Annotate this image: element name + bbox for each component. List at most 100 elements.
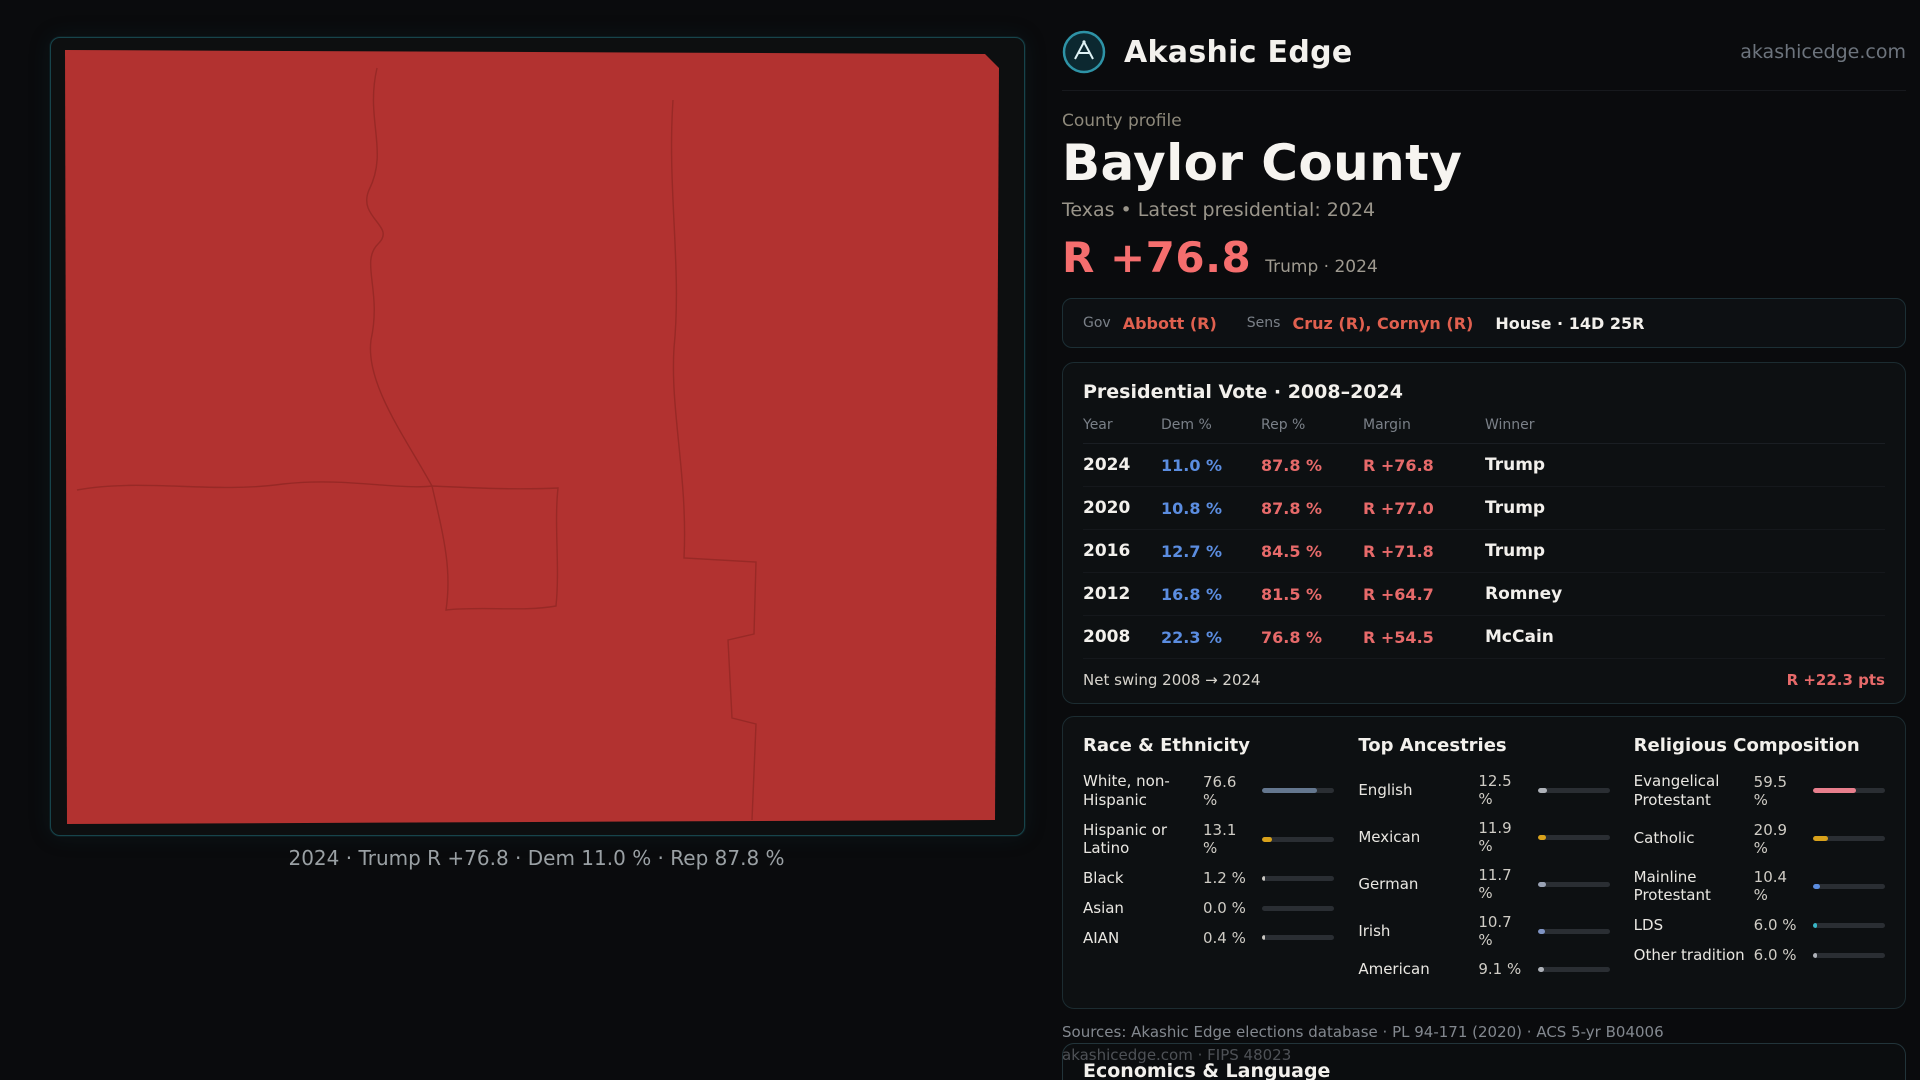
demo-row: American 9.1 % — [1358, 960, 1610, 979]
margin-cell: R +76.8 — [1363, 455, 1434, 475]
margin-cell: R +54.5 — [1363, 627, 1434, 647]
mini-bar — [1262, 788, 1335, 794]
mini-bar — [1262, 935, 1335, 941]
demo-label: Evangelical Protestant — [1633, 772, 1720, 809]
margin-note: Trump · 2024 — [1265, 257, 1378, 277]
akashic-edge-logo[interactable] — [1062, 30, 1106, 74]
demo-label: AIAN — [1083, 928, 1120, 947]
demo-label: LDS — [1633, 916, 1664, 934]
col-header-year: Year — [1083, 417, 1113, 433]
sources-line-1: Sources: Akashic Edge elections database… — [1062, 1022, 1664, 1041]
house-delegation: House · 14D 25R — [1495, 313, 1645, 333]
demo-value: 6.0 % — [1753, 916, 1797, 935]
dem-cell: 11.0 % — [1161, 455, 1223, 475]
county-map[interactable] — [51, 38, 1024, 835]
mini-bar — [1812, 836, 1885, 841]
rep-cell: 81.5 % — [1261, 584, 1323, 604]
demo-label: American — [1358, 960, 1430, 978]
religion-column: Religious Composition Evangelical Protes… — [1634, 735, 1885, 990]
mini-bar — [1537, 966, 1610, 972]
race-column: Race & Ethnicity White, non-Hispanic 76.… — [1083, 735, 1335, 990]
gov-value: Abbott (R) — [1122, 313, 1217, 333]
county-map-panel[interactable] — [50, 37, 1025, 836]
pres-row: 2024 11.0 % 87.8 % R +76.8 Trump — [1083, 444, 1885, 487]
year-cell: 2012 — [1083, 584, 1131, 604]
page-title: Baylor County — [1062, 134, 1463, 192]
demo-row: Asian 0.0 % — [1083, 898, 1335, 918]
winner-cell: McCain — [1485, 627, 1554, 647]
demo-row: Mainline Protestant 10.4 % — [1634, 868, 1885, 906]
demo-row: Irish 10.7 % — [1358, 913, 1610, 949]
brand-title: Akashic Edge — [1124, 34, 1353, 70]
demo-label: Catholic — [1633, 829, 1695, 848]
county-shape — [65, 50, 999, 824]
rep-cell: 87.8 % — [1261, 455, 1323, 475]
demo-label: Black — [1083, 869, 1124, 887]
winner-cell: Romney — [1485, 584, 1563, 604]
presidential-card: Presidential Vote · 2008–2024 Year Dem %… — [1062, 362, 1906, 704]
mini-bar — [1262, 836, 1335, 842]
religion-title: Religious Composition — [1633, 735, 1860, 756]
demo-value: 10.7 % — [1478, 913, 1512, 949]
demo-label: German — [1358, 874, 1419, 893]
sens-value: Cruz (R), Cornyn (R) — [1292, 313, 1474, 333]
county-profile-kicker: County profile — [1062, 111, 1182, 131]
mini-bar — [1537, 881, 1610, 887]
demo-value: 20.9 % — [1753, 820, 1788, 857]
demo-value: 59.5 % — [1753, 772, 1788, 809]
year-cell: 2008 — [1083, 627, 1131, 647]
margin-cell: R +77.0 — [1363, 498, 1434, 518]
demo-label: English — [1358, 780, 1413, 799]
col-header-dem: Dem % — [1161, 417, 1212, 433]
mini-bar — [1537, 834, 1610, 840]
sources-footer: Sources: Akashic Edge elections database… — [1062, 1021, 1906, 1068]
site-link[interactable]: akashicedge.com — [1740, 41, 1906, 63]
demo-row: German 11.7 % — [1358, 866, 1610, 902]
mini-bar — [1812, 788, 1885, 794]
demo-row: AIAN 0.4 % — [1083, 928, 1335, 948]
demo-row: Hispanic or Latino 13.1 % — [1083, 820, 1335, 859]
demo-value: 11.7 % — [1478, 866, 1512, 902]
profile-column: Akashic Edge akashicedge.com County prof… — [1062, 0, 1906, 1080]
rep-cell: 76.8 % — [1261, 627, 1323, 647]
margin-value: R +76.8 — [1062, 233, 1252, 282]
demo-row: English 12.5 % — [1358, 772, 1610, 808]
officials-box: Gov Abbott (R) Sens Cruz (R), Cornyn (R)… — [1062, 298, 1906, 348]
demo-label: Hispanic or Latino — [1083, 820, 1168, 858]
year-cell: 2024 — [1083, 455, 1131, 475]
demo-label: Mainline Protestant — [1633, 867, 1711, 905]
gov-label: Gov — [1083, 315, 1111, 331]
demo-label: Asian — [1083, 898, 1124, 917]
ancestry-title: Top Ancestries — [1358, 735, 1507, 756]
presidential-title: Presidential Vote · 2008–2024 — [1083, 381, 1403, 403]
demo-value: 10.4 % — [1753, 868, 1788, 905]
demo-value: 0.0 % — [1203, 899, 1246, 918]
dem-cell: 12.7 % — [1161, 541, 1223, 561]
economics-card: Economics & Language Median HH income Po… — [1062, 1043, 1906, 1080]
net-swing-row: Net swing 2008 → 2024 R +22.3 pts — [1083, 659, 1885, 689]
col-header-rep: Rep % — [1261, 417, 1306, 433]
demo-row: White, non-Hispanic 76.6 % — [1083, 772, 1335, 810]
county-subtitle: Texas • Latest presidential: 2024 — [1062, 199, 1376, 221]
demo-value: 9.1 % — [1478, 960, 1522, 979]
demo-label: Mexican — [1358, 827, 1421, 846]
demo-value: 13.1 % — [1203, 821, 1237, 858]
demographics-card: Race & Ethnicity White, non-Hispanic 76.… — [1062, 716, 1906, 1009]
demo-value: 76.6 % — [1203, 772, 1237, 809]
margin-cell: R +71.8 — [1363, 541, 1434, 561]
pres-row: 2008 22.3 % 76.8 % R +54.5 McCain — [1083, 616, 1885, 659]
year-cell: 2020 — [1083, 498, 1131, 518]
economics-title: Economics & Language — [1083, 1060, 1331, 1080]
ancestry-column: Top Ancestries English 12.5 % Mexican 11… — [1358, 735, 1610, 990]
demo-label: Irish — [1358, 921, 1391, 940]
map-caption: 2024 · Trump R +76.8 · Dem 11.0 % · Rep … — [288, 846, 785, 870]
dem-cell: 22.3 % — [1161, 627, 1223, 647]
site-header: Akashic Edge akashicedge.com — [1062, 30, 1906, 74]
demo-row: Mexican 11.9 % — [1358, 819, 1610, 855]
demo-label: White, non-Hispanic — [1083, 772, 1170, 809]
precinct-boundaries — [76, 67, 757, 821]
net-swing-value: R +22.3 pts — [1786, 671, 1885, 689]
margin-cell: R +64.7 — [1363, 584, 1434, 604]
year-cell: 2016 — [1083, 541, 1131, 561]
demo-row: Black 1.2 % — [1083, 869, 1335, 888]
